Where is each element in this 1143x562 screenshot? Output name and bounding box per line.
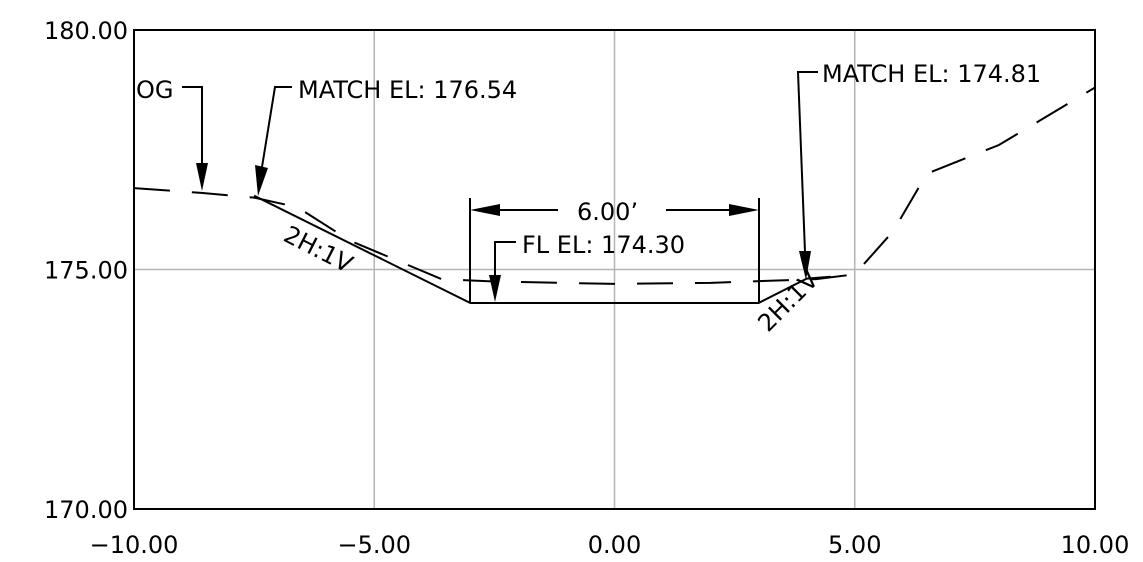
proposed-section-line (253, 194, 831, 304)
x-tick-label: −5.00 (337, 531, 411, 559)
match-left-leader (261, 86, 292, 168)
x-tick-label: 10.00 (1061, 531, 1130, 559)
y-tick-label: 180.00 (44, 17, 128, 45)
width-arrowhead-left (470, 204, 500, 216)
match-left-arrowhead (255, 165, 268, 196)
flowline-leader (494, 241, 516, 275)
annotations: OG MATCH EL: 176.54 MATCH EL: 174.81 6.0… (136, 60, 1041, 337)
series (133, 86, 1096, 304)
width-arrowhead-right (729, 204, 759, 216)
x-tick-label: 5.00 (828, 531, 881, 559)
grid (134, 30, 1095, 509)
match-right-leader (796, 71, 818, 253)
x-tick-label: −10.00 (90, 531, 179, 559)
match-right-arrowhead (799, 251, 811, 280)
flowline-arrowhead (489, 275, 501, 302)
existing-ground-line (133, 86, 1096, 285)
og-leader (182, 86, 203, 163)
flowline-label: FL EL: 174.30 (522, 231, 685, 259)
match-right-label: MATCH EL: 174.81 (822, 60, 1041, 88)
y-tick-label: 170.00 (44, 496, 128, 524)
og-arrowhead (196, 163, 208, 191)
plot-frame (133, 29, 1096, 510)
x-tick-label: 0.00 (588, 531, 641, 559)
og-label: OG (136, 76, 174, 104)
y-tick-label: 175.00 (44, 257, 128, 285)
match-left-label: MATCH EL: 176.54 (298, 76, 517, 104)
tick-labels: −10.00 −5.00 0.00 5.00 10.00 170.00 175.00 180.… (44, 17, 1129, 559)
width-label: 6.00’ (577, 198, 638, 226)
